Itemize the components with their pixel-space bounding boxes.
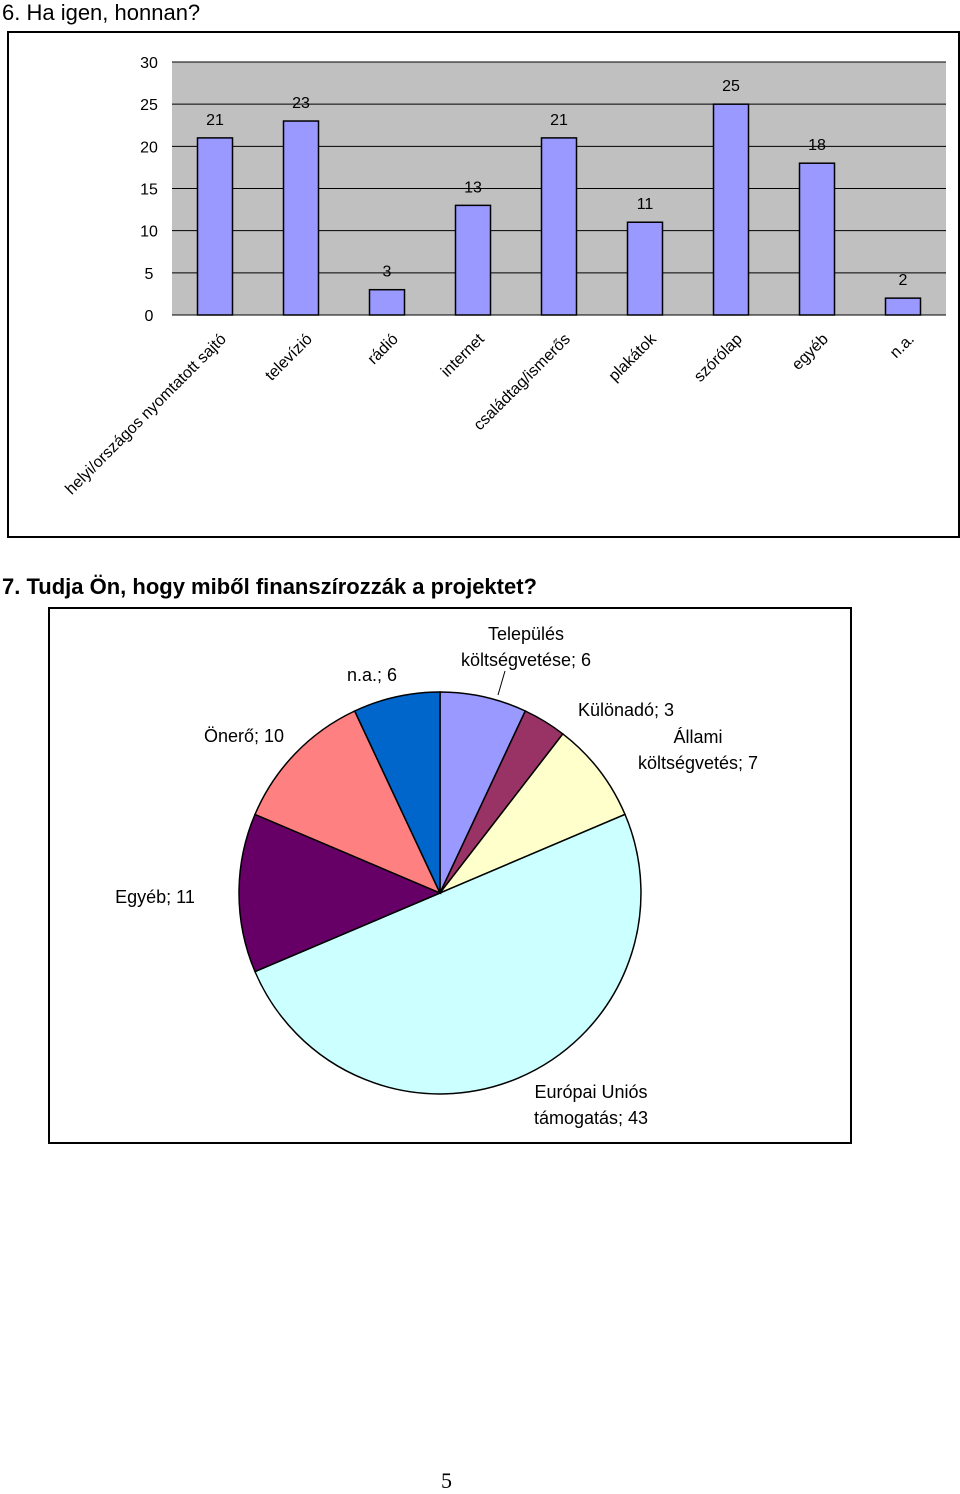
category-label: plakátok — [606, 330, 661, 385]
y-tick-label: 25 — [140, 97, 158, 114]
bar-value-label: 18 — [808, 137, 826, 154]
bar-value-label: 2 — [899, 272, 908, 289]
slice-label: Önerő; 10 — [204, 726, 284, 746]
bar-value-label: 21 — [206, 112, 224, 129]
bar-chart-frame: 0 5 10 15 20 25 30 21 helyi/országos nyomtatott … — [7, 31, 960, 538]
bar — [540, 137, 578, 316]
y-tick-label: 20 — [140, 139, 158, 156]
bar — [282, 120, 320, 316]
leader-line — [497, 670, 506, 696]
category-label: n.a. — [887, 331, 918, 362]
bar-value-label: 25 — [722, 78, 740, 95]
slice-label: Különadó; 3 — [578, 700, 674, 720]
pie-slice — [437, 732, 626, 895]
category-label: rádió — [365, 331, 402, 368]
pie-slice — [238, 813, 442, 973]
slice-label: n.a.; 6 — [347, 665, 397, 685]
bar-value-label: 3 — [383, 264, 392, 281]
bar-value-label: 13 — [464, 179, 482, 196]
pie-slice — [254, 710, 442, 895]
slice-label: Település költségvetése; 6 — [461, 624, 591, 670]
slice-label: Európai Uniós támogatás; 43 — [534, 1082, 648, 1128]
y-tick-label: 15 — [140, 182, 158, 199]
question-6-title: 6. Ha igen, honnan? — [2, 0, 201, 25]
bar-value-label: 23 — [292, 95, 310, 112]
bar-value-label: 11 — [637, 196, 654, 213]
page-number: 5 — [441, 1468, 452, 1493]
bar — [196, 137, 234, 316]
bar — [454, 204, 492, 316]
y-tick-label: 10 — [140, 224, 158, 241]
bar-chart: 0 5 10 15 20 25 30 21 helyi/országos nyomtatott … — [62, 55, 946, 498]
bar — [884, 297, 922, 316]
slice-label: Állami költségvetés; 7 — [638, 727, 758, 773]
category-label: szórólap — [691, 331, 746, 386]
bar-value-label: 21 — [550, 112, 568, 129]
category-label: internet — [438, 330, 488, 380]
pie-chart: Település költségvetése; 6 Különadó; 3 Álla… — [115, 624, 758, 1128]
category-label: televízió — [262, 331, 316, 385]
bar — [626, 221, 664, 316]
bar — [368, 288, 406, 316]
slice-label: Egyéb; 11 — [115, 887, 195, 907]
bar — [798, 162, 836, 316]
category-label: egyéb — [789, 331, 832, 374]
y-tick-label: 5 — [145, 266, 154, 283]
y-tick-label: 30 — [140, 55, 158, 72]
pie-slice — [254, 813, 642, 1095]
pie-chart-frame: Település költségvetése; 6 Különadó; 3 Álla… — [48, 607, 852, 1144]
bar — [712, 103, 750, 316]
pie-slice — [353, 691, 441, 894]
y-tick-label: 0 — [145, 308, 154, 325]
category-label: helyi/országos nyomtatott sajtó — [62, 331, 229, 498]
question-7-title: 7. Tudja Ön, hogy miből finanszírozzák a… — [2, 574, 537, 599]
category-label: családtag/ismerős — [471, 331, 574, 434]
